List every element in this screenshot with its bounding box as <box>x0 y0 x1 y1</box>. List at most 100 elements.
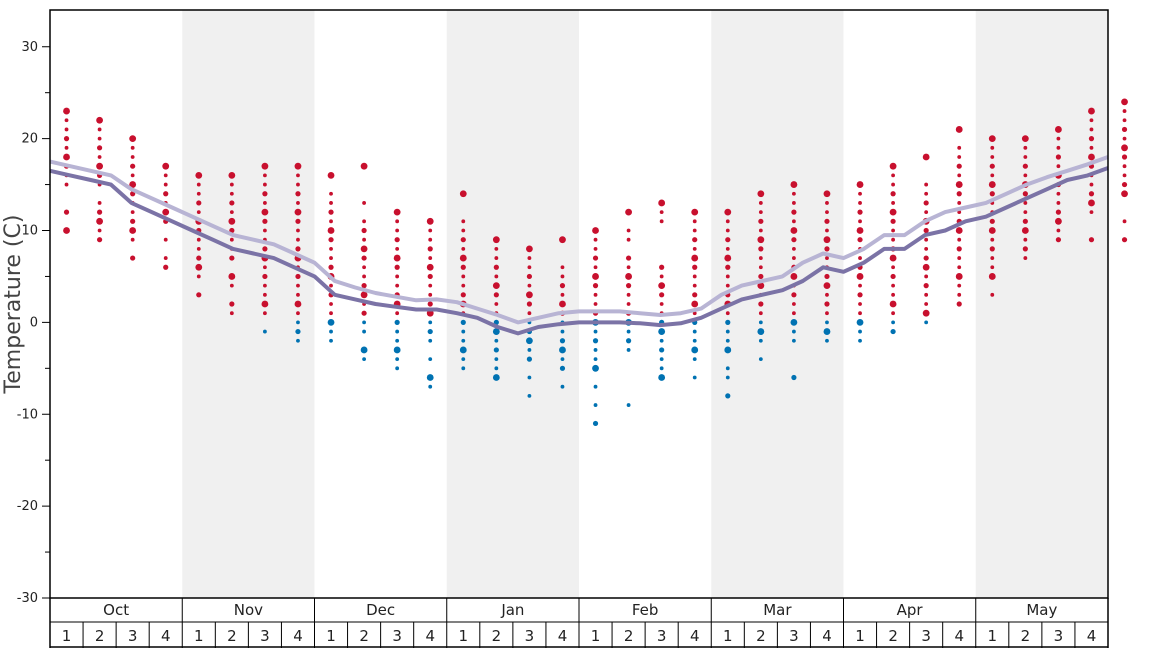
temperature-point <box>262 273 268 280</box>
temperature-point <box>626 292 631 297</box>
temperature-point <box>527 348 532 352</box>
temperature-point <box>1089 145 1094 150</box>
temperature-point <box>63 209 70 215</box>
temperature-point <box>956 163 962 169</box>
temperature-point <box>990 173 995 178</box>
week-label: 3 <box>1054 627 1064 645</box>
temperature-point <box>1056 228 1061 233</box>
temperature-point <box>725 338 730 343</box>
temperature-point <box>593 292 598 297</box>
temperature-point <box>924 237 929 242</box>
temperature-point <box>1121 126 1128 133</box>
temperature-point <box>625 208 632 216</box>
temperature-point <box>494 274 499 279</box>
week-label: 4 <box>822 627 832 645</box>
temperature-point <box>659 357 664 362</box>
temperature-point <box>990 237 995 242</box>
temperature-point <box>725 366 730 371</box>
temperature-point <box>526 245 533 253</box>
temperature-point <box>195 171 203 179</box>
temperature-point <box>362 201 366 205</box>
temperature-point <box>957 201 962 205</box>
week-label: 4 <box>558 627 568 645</box>
temperature-point <box>592 283 599 289</box>
temperature-point <box>988 135 996 143</box>
week-label: 4 <box>1087 627 1097 645</box>
temperature-point <box>63 227 70 234</box>
temperature-point <box>460 292 466 298</box>
temperature-point <box>461 219 466 224</box>
temperature-point <box>527 265 532 270</box>
temperature-point <box>823 190 831 198</box>
temperature-point <box>360 291 368 299</box>
temperature-point <box>560 357 565 362</box>
temperature-point <box>1121 181 1128 188</box>
temperature-point <box>725 375 730 380</box>
temperature-point <box>428 256 433 260</box>
month-band-nov <box>182 10 315 598</box>
temperature-point <box>592 273 599 280</box>
temperature-point <box>891 292 895 297</box>
temperature-point <box>825 228 829 233</box>
temperature-point <box>296 173 300 178</box>
temperature-point <box>1122 164 1127 169</box>
temperature-point <box>261 208 269 216</box>
month-band-may <box>975 10 1108 598</box>
temperature-point <box>428 283 433 288</box>
temperature-point <box>328 237 334 243</box>
upper-average-line <box>49 155 1109 325</box>
temperature-point <box>858 256 862 260</box>
temperature-point <box>790 318 798 326</box>
week-label: 4 <box>954 627 964 645</box>
temperature-point <box>891 311 895 316</box>
temperature-point <box>329 338 333 343</box>
temperature-point <box>1055 126 1062 133</box>
temperature-point <box>163 191 169 197</box>
month-label-dec: Dec <box>366 601 395 619</box>
temperature-point <box>889 254 897 262</box>
week-label: 2 <box>888 627 898 645</box>
temperature-point <box>96 162 103 170</box>
temperature-point <box>957 292 962 297</box>
temperature-point <box>527 375 532 380</box>
temperature-point <box>692 228 697 233</box>
temperature-point <box>494 246 499 251</box>
temperature-point <box>560 384 565 389</box>
temperature-point <box>625 338 632 344</box>
temperature-point <box>924 210 929 215</box>
week-label: 2 <box>756 627 766 645</box>
temperature-point <box>823 328 831 335</box>
temperature-point <box>990 292 995 297</box>
temperature-point <box>295 328 301 335</box>
temperature-point <box>891 265 895 270</box>
temperature-point <box>130 255 136 261</box>
temperature-point <box>1055 209 1062 215</box>
temperature-point <box>362 329 366 334</box>
y-tick-label: -10 <box>17 407 38 422</box>
temperature-point <box>428 292 433 297</box>
temperature-point <box>791 237 797 243</box>
temperature-point <box>461 357 466 362</box>
temperature-point <box>262 218 268 224</box>
temperature-point <box>758 256 763 260</box>
temperature-point <box>792 338 796 343</box>
month-label-feb: Feb <box>632 601 659 619</box>
temperature-point <box>1055 154 1062 160</box>
temperature-point <box>592 255 599 261</box>
temperature-point <box>527 283 532 288</box>
temperature-point <box>626 403 631 407</box>
temperature-point <box>526 291 533 299</box>
temperature-point <box>725 264 731 270</box>
temperature-point <box>758 228 763 233</box>
month-label-may: May <box>1026 601 1057 619</box>
temperature-point <box>825 210 829 215</box>
temperature-point <box>1056 145 1061 150</box>
temperature-point <box>1023 155 1028 159</box>
month-label-nov: Nov <box>234 601 263 619</box>
temperature-point <box>858 201 862 205</box>
temperature-point <box>461 338 466 343</box>
temperature-point <box>724 346 732 354</box>
temperature-point <box>891 173 895 178</box>
temperature-point <box>825 292 829 297</box>
temperature-point <box>427 301 433 307</box>
